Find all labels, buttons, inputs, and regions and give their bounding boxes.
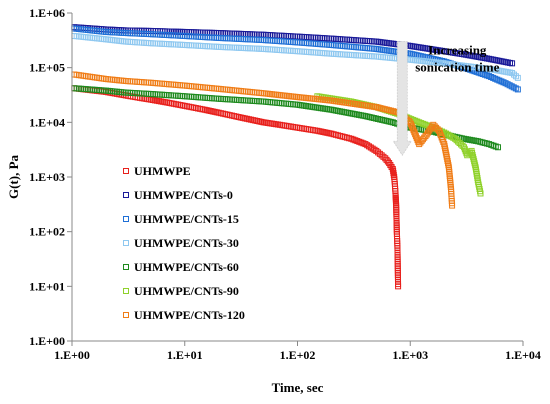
data-point: [380, 153, 387, 160]
data-point: [477, 190, 484, 197]
legend-item: UHMWPE/CNTs-120: [123, 308, 245, 322]
legend-item: UHMWPE/CNTs-0: [123, 188, 233, 202]
x-axis-title: Time, sec: [272, 380, 324, 395]
legend-swatch: [123, 216, 129, 222]
y-tick-label: 1.E+04: [29, 115, 65, 129]
plot-area: 1.E+00 1.E+01 1.E+02 1.E+03 1.E+04 1.E+001.E…: [29, 6, 541, 362]
x-axis-ticks: 1.E+00 1.E+01 1.E+02 1.E+03 1.E+04: [54, 341, 541, 362]
data-point: [514, 86, 521, 93]
data-point: [412, 131, 419, 138]
series-uhmwpe-cnts-60: [71, 85, 501, 151]
x-tick-label: 1.E+02: [280, 348, 316, 362]
data-point: [388, 164, 395, 171]
y-tick-label: 1.E+01: [29, 279, 65, 293]
sonication-annotation: Increasing sonication time: [392, 41, 500, 156]
legend-label: UHMWPE/CNTs-60: [134, 260, 239, 274]
annotation-line-1: Increasing: [428, 43, 487, 58]
legend-label: UHMWPE: [134, 164, 191, 178]
data-point: [410, 127, 417, 134]
legend-swatch: [123, 240, 129, 246]
x-tick-label: 1.E+04: [505, 348, 541, 362]
y-tick-label: 1.E+06: [29, 6, 65, 20]
legend-label: UHMWPE/CNTs-120: [134, 308, 245, 322]
series-layer: [71, 24, 521, 290]
data-point: [510, 71, 517, 78]
data-point: [449, 202, 456, 209]
data-point: [514, 74, 521, 81]
data-point: [412, 133, 419, 140]
x-tick-label: 1.E+03: [392, 348, 428, 362]
y-tick-label: 1.E+03: [29, 170, 65, 184]
legend-swatch: [123, 264, 129, 270]
legend-item: UHMWPE/CNTs-90: [123, 284, 239, 298]
legend-item: UHMWPE/CNTs-15: [123, 212, 239, 226]
legend-item: UHMWPE/CNTs-60: [123, 260, 239, 274]
y-axis-ticks: 1.E+00 1.E+01 1.E+02 1.E+03 1.E+04 1.E+05 1.E+…: [29, 6, 72, 348]
annotation-line-2: sonication time: [415, 60, 499, 75]
legend-swatch: [123, 168, 129, 174]
data-point: [411, 129, 418, 136]
data-point: [407, 119, 414, 126]
x-tick-label: 1.E+00: [54, 348, 90, 362]
data-point: [461, 144, 468, 151]
data-point: [408, 123, 415, 130]
y-axis-title: G(t), Pa: [6, 154, 21, 199]
data-point: [395, 283, 402, 290]
legend-swatch: [123, 288, 129, 294]
legend-label: UHMWPE/CNTs-0: [134, 188, 233, 202]
data-point: [494, 144, 501, 151]
legend-item: UHMWPE/CNTs-30: [123, 236, 239, 250]
y-tick-label: 1.E+02: [29, 225, 65, 239]
data-point: [408, 121, 415, 128]
data-point: [512, 73, 519, 80]
legend-swatch: [123, 312, 129, 318]
data-point: [461, 146, 468, 153]
legend-label: UHMWPE/CNTs-90: [134, 284, 239, 298]
legend-label: UHMWPE/CNTs-15: [134, 212, 239, 226]
legend-item: UHMWPE: [123, 164, 191, 178]
y-tick-label: 1.E+05: [29, 61, 65, 75]
data-point: [409, 125, 416, 132]
y-tick-label: 1.E+00: [29, 334, 65, 348]
data-point: [509, 69, 516, 76]
legend-label: UHMWPE/CNTs-30: [134, 236, 239, 250]
data-point: [414, 118, 421, 125]
series-uhmwpe-cnts-120: [71, 71, 456, 209]
legend: UHMWPE UHMWPE/CNTs-0 UHMWPE/CNTs-15 UHMWPE/…: [123, 164, 245, 322]
down-arrow-icon: [392, 41, 413, 156]
data-point: [509, 60, 516, 67]
legend-swatch: [123, 192, 129, 198]
x-tick-label: 1.E+01: [167, 348, 203, 362]
